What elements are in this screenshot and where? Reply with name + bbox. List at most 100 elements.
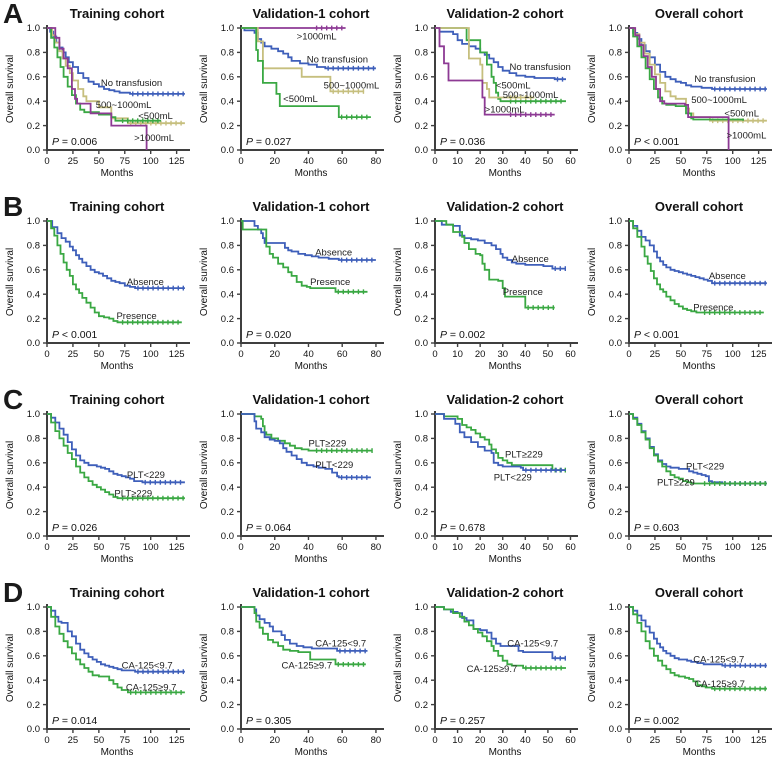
km-plot-svg: Overall cohort 1.0 0.8 0.6 0.4 0.2 0.0 0 25 50 75 1…: [587, 6, 772, 179]
series-label: Presence: [693, 303, 733, 314]
y-tick-label: 0.0: [415, 531, 428, 542]
y-tick-label: 0.4: [221, 96, 234, 107]
y-axis-title: Overall survival: [5, 55, 16, 123]
censor-ticks: [315, 448, 373, 453]
censor-ticks: [137, 285, 185, 291]
series-label: <500mL: [724, 108, 759, 119]
x-tick-label: 75: [701, 156, 712, 167]
y-tick-label: 0.0: [609, 531, 622, 542]
x-tick-label: 20: [269, 735, 280, 746]
p-value-label: P = 0.014: [52, 715, 97, 727]
x-tick-label: 20: [475, 735, 486, 746]
y-tick-label: 0.2: [415, 700, 428, 711]
x-tick-label: 20: [475, 156, 486, 167]
y-tick-label: 0.8: [221, 434, 234, 445]
x-tick-label: 30: [497, 735, 508, 746]
y-tick-label: 0.0: [221, 724, 234, 735]
y-tick-label: 0.0: [27, 531, 40, 542]
x-tick-label: 0: [238, 349, 243, 360]
panel-title: Training cohort: [70, 392, 165, 407]
panel-c-training-cohort: Training cohort 1.0 0.8 0.6 0.4 0.2 0.0 0 25 50 75…: [1, 386, 195, 579]
series-label: PLT≥229: [308, 438, 346, 449]
panel-title: Validation-2 cohort: [446, 392, 564, 407]
censor-ticks: [703, 310, 761, 315]
x-tick-label: 25: [650, 542, 661, 553]
p-value-label: P < 0.001: [634, 329, 679, 341]
km-plot-svg: Validation-2 cohort 1.0 0.8 0.6 0.4 0.2 0.0 0 10…: [393, 585, 578, 758]
x-tick-label: 0: [432, 349, 437, 360]
x-tick-label: 0: [626, 735, 631, 746]
series-label: No transfusion: [101, 78, 162, 89]
km-curve-no-transfusion: [435, 27, 566, 81]
y-axis-title: Overall survival: [393, 55, 404, 123]
x-tick-label: 0: [238, 735, 243, 746]
series-label: PLT<229: [686, 461, 724, 472]
y-tick-label: 0.6: [415, 265, 428, 276]
y-tick-label: 1.0: [609, 216, 622, 227]
km-plot-svg: Training cohort 1.0 0.8 0.6 0.4 0.2 0.0 0 25 50 75…: [5, 6, 190, 179]
x-axis-title: Months: [295, 168, 328, 179]
x-axis-title: Months: [101, 361, 134, 372]
y-tick-label: 0.0: [609, 338, 622, 349]
y-axis-title: Overall survival: [5, 634, 16, 702]
y-tick-label: 0.4: [221, 482, 234, 493]
km-curve--1000ml: [629, 27, 730, 150]
km-curve-ca-125-9-7: [629, 606, 767, 690]
x-tick-label: 40: [303, 156, 314, 167]
y-tick-label: 0.0: [415, 338, 428, 349]
x-tick-label: 60: [337, 542, 348, 553]
series-label: Absence: [315, 248, 352, 259]
censor-ticks: [509, 112, 552, 118]
y-tick-label: 0.8: [27, 627, 40, 638]
y-tick-label: 0.6: [609, 651, 622, 662]
km-curve-ca-125-9-7: [629, 606, 767, 667]
p-value-label: P < 0.001: [634, 136, 679, 148]
y-tick-label: 0.2: [609, 121, 622, 132]
km-curve-ca-125-9-7: [241, 606, 368, 652]
km-plot-svg: Validation-1 cohort 1.0 0.8 0.6 0.4 0.2 0.0 0 20…: [199, 585, 384, 758]
km-curve--500ml: [241, 27, 371, 118]
y-tick-label: 1.0: [609, 602, 622, 613]
x-tick-label: 20: [475, 349, 486, 360]
y-axis-title: Overall survival: [199, 55, 210, 123]
y-tick-label: 0.0: [415, 145, 428, 156]
censor-ticks: [714, 86, 766, 92]
km-curve-presence: [241, 220, 368, 293]
p-value-label: P = 0.257: [440, 715, 485, 727]
x-tick-label: 10: [452, 542, 463, 553]
y-tick-label: 0.8: [27, 434, 40, 445]
p-value-label: P < 0.001: [52, 329, 97, 341]
y-tick-label: 0.6: [609, 458, 622, 469]
km-curve-ca-125-9-7: [435, 606, 566, 660]
y-tick-label: 0.6: [415, 651, 428, 662]
km-curve-500-1000ml: [241, 27, 365, 93]
y-axis-title: Overall survival: [5, 248, 16, 316]
x-tick-label: 0: [44, 156, 49, 167]
series-label: Absence: [512, 254, 549, 265]
x-tick-label: 25: [68, 735, 79, 746]
y-tick-label: 0.2: [609, 700, 622, 711]
km-curve-absence: [629, 220, 767, 285]
y-tick-label: 1.0: [27, 23, 40, 34]
km-plot-svg: Validation-2 cohort 1.0 0.8 0.6 0.4 0.2 0.0 0 10…: [393, 6, 578, 179]
y-tick-label: 0.4: [27, 96, 40, 107]
y-tick-label: 0.6: [27, 72, 40, 83]
y-tick-label: 0.8: [415, 627, 428, 638]
series-label: CA-125≥9.7: [694, 679, 745, 690]
x-axis-title: Months: [683, 554, 716, 565]
y-tick-label: 0.4: [609, 289, 622, 300]
panel-title: Validation-1 cohort: [252, 6, 370, 21]
km-plot-svg: Validation-1 cohort 1.0 0.8 0.6 0.4 0.2 0.0 0 20…: [199, 199, 384, 372]
series-label: CA-125≥9.7: [467, 664, 518, 675]
y-tick-label: 1.0: [415, 216, 428, 227]
x-tick-label: 100: [725, 349, 741, 360]
panel-a-training-cohort: Training cohort 1.0 0.8 0.6 0.4 0.2 0.0 0 25 50 75…: [1, 0, 195, 193]
row-letter-a: A: [3, 0, 24, 29]
series-label: CA-125<9.7: [693, 654, 744, 665]
km-curve-no-transfusion: [629, 27, 767, 90]
x-tick-label: 75: [119, 542, 130, 553]
p-value-label: P = 0.064: [246, 522, 291, 534]
x-tick-label: 75: [701, 735, 712, 746]
y-tick-label: 0.6: [221, 72, 234, 83]
y-tick-label: 0.4: [27, 482, 40, 493]
